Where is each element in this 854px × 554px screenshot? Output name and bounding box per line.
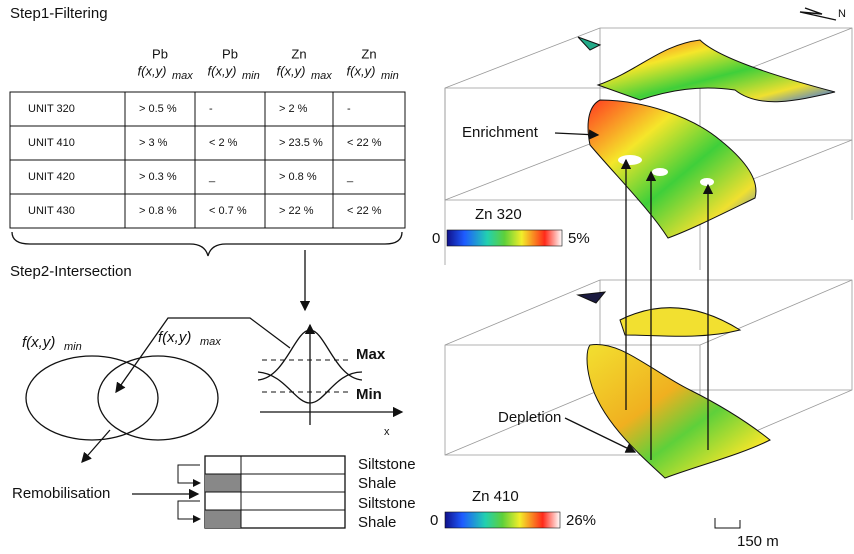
column-sub: min	[242, 70, 260, 82]
layer-label: Shale	[358, 514, 396, 531]
cell: > 2 %	[279, 103, 308, 115]
column-header: Pb	[152, 46, 168, 61]
cell: < 0.7 %	[209, 205, 247, 217]
cell: < 2 %	[209, 137, 238, 149]
cell: > 23.5 %	[279, 137, 323, 149]
column-function: f(x,y)	[347, 63, 376, 78]
brace	[12, 232, 402, 256]
venn-label-sub: max	[200, 336, 221, 348]
layer-label: Siltstone	[358, 495, 416, 512]
scale-label: 150 m	[737, 533, 779, 550]
venn-label: f(x,y)	[22, 334, 55, 351]
row-header: UNIT 320	[28, 103, 75, 115]
cell: -	[209, 103, 213, 115]
step1-title: Step1-Filtering	[10, 5, 108, 22]
layer-label: Siltstone	[358, 456, 416, 473]
shale-block	[205, 474, 241, 492]
layer-label: Shale	[358, 475, 396, 492]
cell: < 22 %	[347, 137, 382, 149]
column-function: f(x,y)	[277, 63, 306, 78]
column-sub: max	[311, 70, 332, 82]
hotspot	[700, 178, 714, 186]
cell: > 0.3 %	[139, 171, 177, 183]
cell: _	[346, 171, 354, 183]
figure: Step1-Filtering Pb f(x,y) max Pb f(x,y) min Zn…	[0, 0, 854, 554]
row-header: UNIT 420	[28, 171, 75, 183]
column-function: f(x,y)	[208, 63, 237, 78]
max-label: Max	[356, 346, 386, 363]
cell: > 0.8 %	[139, 205, 177, 217]
arrow	[178, 501, 200, 519]
row-header: UNIT 410	[28, 137, 75, 149]
enrichment-label: Enrichment	[462, 124, 539, 141]
hotspot	[652, 168, 668, 176]
cell: < 22 %	[347, 205, 382, 217]
ore-surface	[588, 100, 756, 238]
cell: _	[208, 171, 216, 183]
axis-label: x	[384, 426, 390, 438]
row-header: UNIT 430	[28, 205, 75, 217]
colorbar-min: 0	[432, 230, 440, 247]
step2-title: Step2-Intersection	[10, 263, 132, 280]
shale-block	[205, 510, 241, 528]
ore-surface	[587, 344, 770, 478]
min-label: Min	[356, 386, 382, 403]
depletion-label: Depletion	[498, 409, 561, 426]
north-arrow	[800, 8, 836, 20]
column-header: Pb	[222, 46, 238, 61]
colorbar-max: 26%	[566, 512, 596, 529]
venn-label: f(x,y)	[158, 329, 191, 346]
colorbar-max: 5%	[568, 230, 590, 247]
colorbar	[447, 230, 562, 246]
arrow	[178, 465, 200, 483]
column-sub: max	[172, 70, 193, 82]
ore-surface	[578, 37, 600, 50]
signal-plot: Max Min x	[258, 325, 402, 438]
colorbar-min: 0	[430, 512, 438, 529]
venn-label-sub: min	[64, 341, 82, 353]
colorbar-title: Zn 410	[472, 488, 519, 505]
remobilisation-label: Remobilisation	[12, 485, 110, 502]
cell: > 22 %	[279, 205, 314, 217]
column-header: Zn	[361, 46, 376, 61]
colorbar-title: Zn 320	[475, 206, 522, 223]
scale-bar	[715, 518, 740, 528]
colorbar	[445, 512, 560, 528]
column-sub: min	[381, 70, 399, 82]
ore-surface	[620, 308, 740, 337]
column-header: Zn	[291, 46, 306, 61]
ore-surface	[578, 292, 605, 303]
arrow	[82, 430, 110, 462]
filter-table: Pb f(x,y) max Pb f(x,y) min Zn f(x,y) max Zn f(x,y…	[10, 46, 405, 228]
cell: > 0.8 %	[279, 171, 317, 183]
cell: > 0.5 %	[139, 103, 177, 115]
ore-surface	[598, 40, 835, 102]
column-function: f(x,y)	[138, 63, 167, 78]
layer-stack	[178, 456, 345, 528]
venn-set	[26, 356, 158, 440]
arrow	[116, 318, 290, 392]
cell: > 3 %	[139, 137, 168, 149]
hotspot	[618, 155, 642, 165]
north-label: N	[838, 8, 846, 20]
cell: -	[347, 103, 351, 115]
